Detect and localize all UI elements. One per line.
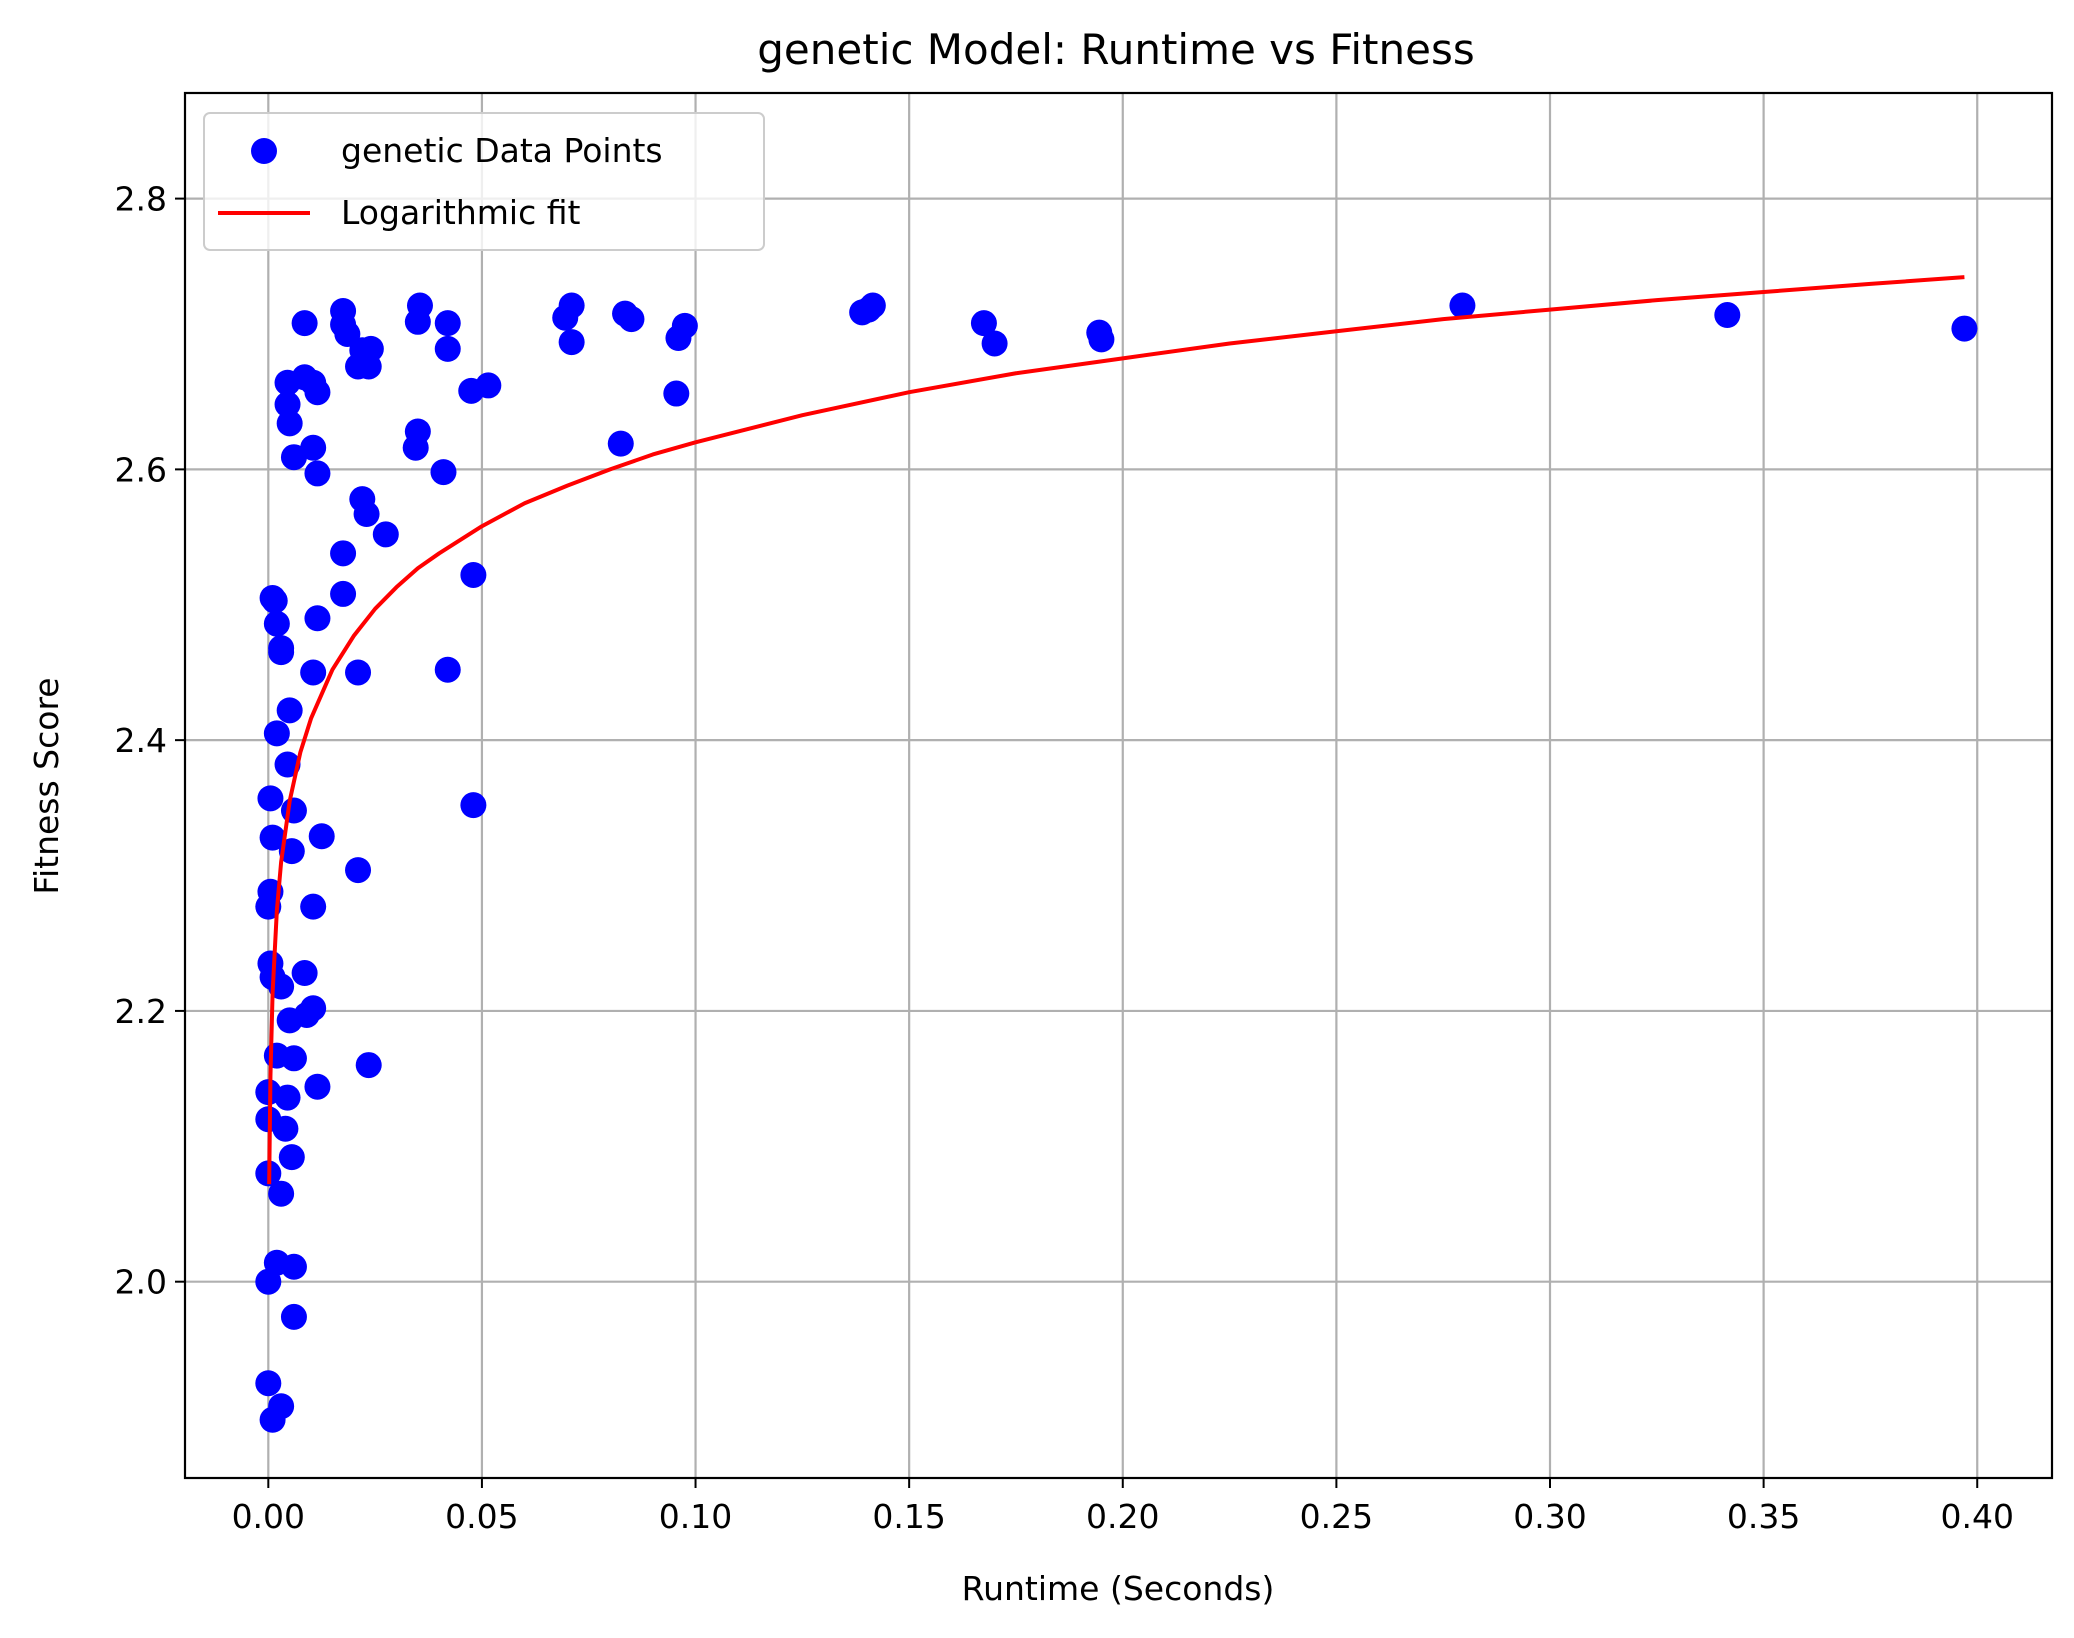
data-point xyxy=(558,329,585,356)
data-point xyxy=(330,540,357,567)
data-point xyxy=(607,430,634,457)
x-tick-label: 0.40 xyxy=(1940,1497,2013,1536)
data-point xyxy=(276,697,303,724)
data-point xyxy=(345,659,372,686)
data-point xyxy=(278,1144,305,1171)
data-point xyxy=(406,292,433,319)
x-tick-label: 0.25 xyxy=(1300,1497,1373,1536)
data-point xyxy=(434,335,461,362)
legend-label-fit: Logarithmic fit xyxy=(341,193,580,232)
data-point xyxy=(353,501,380,528)
data-point xyxy=(280,1303,307,1330)
y-axis-label: Fitness Score xyxy=(27,677,66,894)
axis-ticks xyxy=(175,197,1979,1488)
data-point xyxy=(263,720,290,747)
legend-box xyxy=(203,112,765,251)
tick-labels: 0.00 0.05 0.10 0.15 0.20 0.25 0.30 0.35 0.40 2.0 2… xyxy=(115,180,2014,1536)
data-point xyxy=(291,960,318,987)
data-point xyxy=(434,656,461,683)
data-point xyxy=(434,310,461,337)
data-point xyxy=(460,792,487,819)
x-tick-label: 0.30 xyxy=(1513,1497,1586,1536)
data-point xyxy=(970,310,997,337)
data-point xyxy=(304,1073,331,1100)
logarithmic-fit-line xyxy=(267,275,1965,1185)
data-point xyxy=(558,292,585,319)
data-point xyxy=(330,580,357,607)
plot-frame xyxy=(183,91,2054,1480)
data-point xyxy=(268,1393,295,1420)
scatter-series-data-points xyxy=(255,292,1978,1433)
data-point xyxy=(263,1042,290,1069)
data-point xyxy=(1088,326,1115,353)
data-point xyxy=(263,610,290,637)
data-point xyxy=(460,561,487,588)
data-point xyxy=(276,410,303,437)
data-point xyxy=(1714,302,1741,329)
x-tick-label: 0.00 xyxy=(232,1497,305,1536)
data-point xyxy=(280,444,307,471)
data-point xyxy=(274,751,301,778)
data-point xyxy=(430,459,457,486)
data-point xyxy=(274,391,301,418)
data-point xyxy=(259,824,286,851)
x-tick-label: 0.05 xyxy=(445,1497,518,1536)
data-point xyxy=(304,379,331,406)
y-tick-label: 2.0 xyxy=(115,1263,167,1302)
x-axis-label: Runtime (Seconds) xyxy=(962,1569,1275,1608)
data-point xyxy=(1449,292,1476,319)
data-point xyxy=(300,893,327,920)
data-point xyxy=(300,659,327,686)
data-point xyxy=(859,292,886,319)
y-tick-label: 2.4 xyxy=(115,721,167,760)
data-point xyxy=(671,312,698,339)
data-point xyxy=(257,785,284,812)
plot-background xyxy=(185,93,2052,1478)
x-tick-label: 0.35 xyxy=(1727,1497,1800,1536)
data-point xyxy=(357,335,384,362)
data-point xyxy=(272,1115,299,1142)
chart-series xyxy=(255,275,1978,1433)
y-tick-label: 2.2 xyxy=(115,992,167,1031)
data-point xyxy=(291,310,318,337)
data-point xyxy=(268,1180,295,1207)
y-tick-label: 2.8 xyxy=(115,180,167,219)
data-point xyxy=(300,434,327,461)
data-point xyxy=(280,1253,307,1280)
data-point xyxy=(274,1084,301,1111)
data-point xyxy=(1951,315,1978,342)
data-point xyxy=(372,521,399,548)
data-point xyxy=(981,330,1008,357)
x-tick-label: 0.20 xyxy=(1086,1497,1159,1536)
legend-label-data-points: genetic Data Points xyxy=(341,131,663,170)
data-point xyxy=(304,460,331,487)
data-point xyxy=(280,797,307,824)
data-point xyxy=(255,1370,282,1397)
x-tick-label: 0.10 xyxy=(659,1497,732,1536)
y-tick-label: 2.6 xyxy=(115,450,167,489)
data-point xyxy=(300,995,327,1022)
data-point xyxy=(618,306,645,333)
x-tick-label: 0.15 xyxy=(872,1497,945,1536)
data-point xyxy=(404,418,431,445)
data-point xyxy=(663,380,690,407)
data-point xyxy=(475,372,502,399)
data-point xyxy=(259,584,286,611)
data-point xyxy=(304,605,331,632)
data-point xyxy=(355,1052,382,1079)
legend: genetic Data Points Logarithmic fit xyxy=(203,112,765,251)
data-point xyxy=(268,635,295,662)
data-point xyxy=(345,857,372,884)
legend-marker-scatter xyxy=(251,138,277,164)
data-point xyxy=(308,823,335,850)
chart-title: genetic Model: Runtime vs Fitness xyxy=(757,25,1474,74)
data-point xyxy=(257,950,284,977)
